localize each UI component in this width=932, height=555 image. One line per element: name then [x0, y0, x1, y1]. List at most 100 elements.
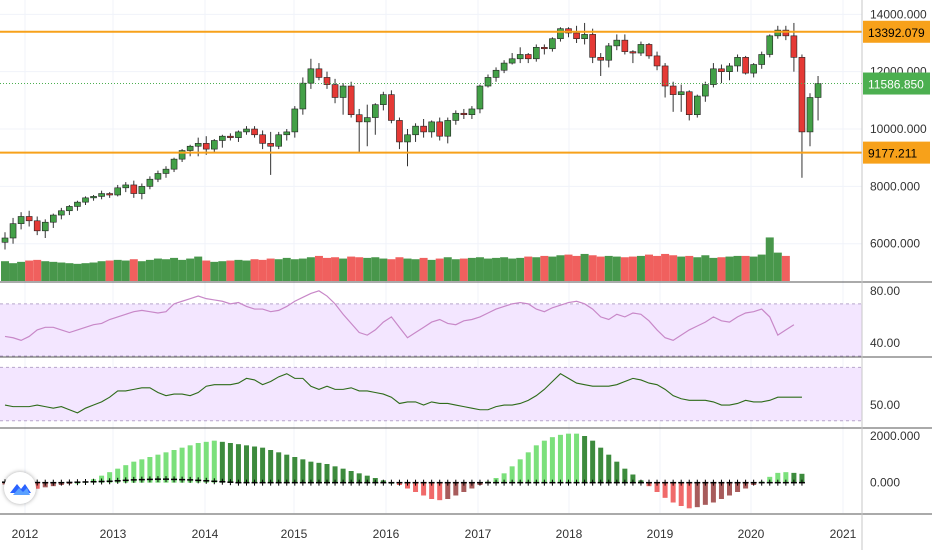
macd-histogram-bar: [445, 482, 451, 499]
candle-body: [581, 34, 588, 40]
volume-bar: [97, 261, 106, 281]
candle-body: [524, 54, 532, 60]
candle-body: [710, 68, 717, 85]
macd-histogram-bar: [453, 482, 459, 496]
volume-bar: [475, 257, 484, 281]
chart-logo-icon[interactable]: [4, 472, 36, 504]
macd-histogram-bar: [735, 482, 741, 492]
volume-bar: [725, 256, 734, 281]
volume-bar: [33, 259, 42, 281]
volume-bar: [298, 258, 307, 281]
volume-bar: [41, 261, 50, 281]
macd-histogram-bar: [429, 482, 435, 499]
candle-body: [621, 39, 629, 52]
candle-body: [605, 45, 613, 61]
candle-body: [468, 108, 476, 115]
macd-histogram-bar: [549, 437, 555, 483]
candle-body: [130, 184, 138, 194]
macd-histogram-bar: [348, 471, 354, 483]
candle-body: [653, 55, 661, 67]
macd-histogram-bar: [332, 466, 338, 483]
candle-body: [541, 47, 548, 50]
volume-bar: [202, 260, 211, 281]
candle-body: [315, 68, 323, 78]
macd-histogram-bar: [308, 461, 314, 483]
volume-bar: [355, 257, 364, 281]
candle-body: [74, 201, 81, 207]
macd-histogram-bar: [187, 445, 193, 483]
price-axis-label: 8000.000: [870, 179, 920, 193]
volume-bar: [757, 254, 766, 281]
candle-body: [58, 210, 65, 216]
volume-bar: [210, 261, 219, 281]
volume-bar: [492, 257, 501, 281]
candle-body: [685, 91, 693, 115]
volume-bar: [395, 257, 404, 281]
candle-body: [178, 150, 186, 160]
price-level-badge: [863, 141, 930, 164]
candle-body: [98, 193, 105, 197]
volume-bar: [170, 257, 179, 281]
macd-histogram-bar: [300, 459, 306, 483]
candle-body: [227, 135, 234, 138]
macd-histogram-bar: [316, 462, 322, 483]
macd-histogram-bar: [364, 475, 370, 483]
macd-histogram-bar: [244, 445, 249, 483]
candle-body: [629, 51, 637, 54]
volume-bar: [765, 237, 774, 281]
time-axis-label: 2016: [373, 527, 400, 541]
candle-body: [597, 57, 605, 61]
candle-body: [645, 44, 653, 57]
volume-bar: [508, 258, 517, 281]
volume-bar: [580, 253, 589, 281]
volume-bar: [226, 260, 235, 281]
candle-body: [806, 97, 814, 133]
macd-histogram-bar: [115, 468, 121, 483]
candle-body: [661, 65, 669, 87]
candle-body: [323, 77, 331, 85]
macd-histogram-bar: [147, 457, 153, 483]
candle-body: [758, 54, 766, 65]
macd-histogram-bar: [34, 482, 40, 489]
macd-histogram-bar: [606, 454, 612, 483]
volume-bar: [121, 260, 130, 281]
volume-bar: [733, 255, 742, 281]
macd-histogram-bar: [324, 464, 330, 483]
time-axis-label: 2017: [465, 527, 492, 541]
candle-body: [170, 158, 178, 170]
volume-bar: [524, 256, 533, 281]
volume-bar: [773, 252, 782, 281]
macd-histogram-bar: [727, 482, 732, 496]
stochastic-band: [0, 367, 862, 421]
candle-body: [412, 125, 419, 136]
candle-body: [726, 65, 733, 72]
volume-bar: [1, 261, 9, 281]
macd-histogram-bar: [413, 482, 419, 492]
volume-bar: [572, 255, 581, 281]
volume-bar: [347, 256, 356, 281]
macd-histogram-bar: [139, 459, 145, 483]
macd-histogram-bar: [260, 447, 266, 483]
macd-histogram-bar: [163, 452, 169, 483]
macd-histogram-bar: [557, 434, 563, 483]
candle-body: [444, 120, 452, 137]
macd-histogram-bar: [340, 468, 346, 483]
volume-bar: [661, 253, 670, 281]
volume-bar: [669, 255, 678, 281]
candle-body: [420, 125, 427, 133]
candle-body: [90, 196, 97, 199]
macd-histogram-bar: [525, 452, 531, 483]
candle-body: [41, 221, 49, 232]
candle-body: [114, 187, 121, 196]
volume-bar: [306, 257, 315, 281]
volume-bar: [137, 261, 146, 281]
macd-histogram-bar: [694, 482, 700, 508]
candle-body: [331, 84, 339, 98]
candle-body: [339, 85, 347, 98]
candle-body: [267, 143, 274, 147]
candle-body: [355, 114, 363, 123]
candle-body: [573, 32, 580, 40]
candle-body: [186, 145, 194, 151]
